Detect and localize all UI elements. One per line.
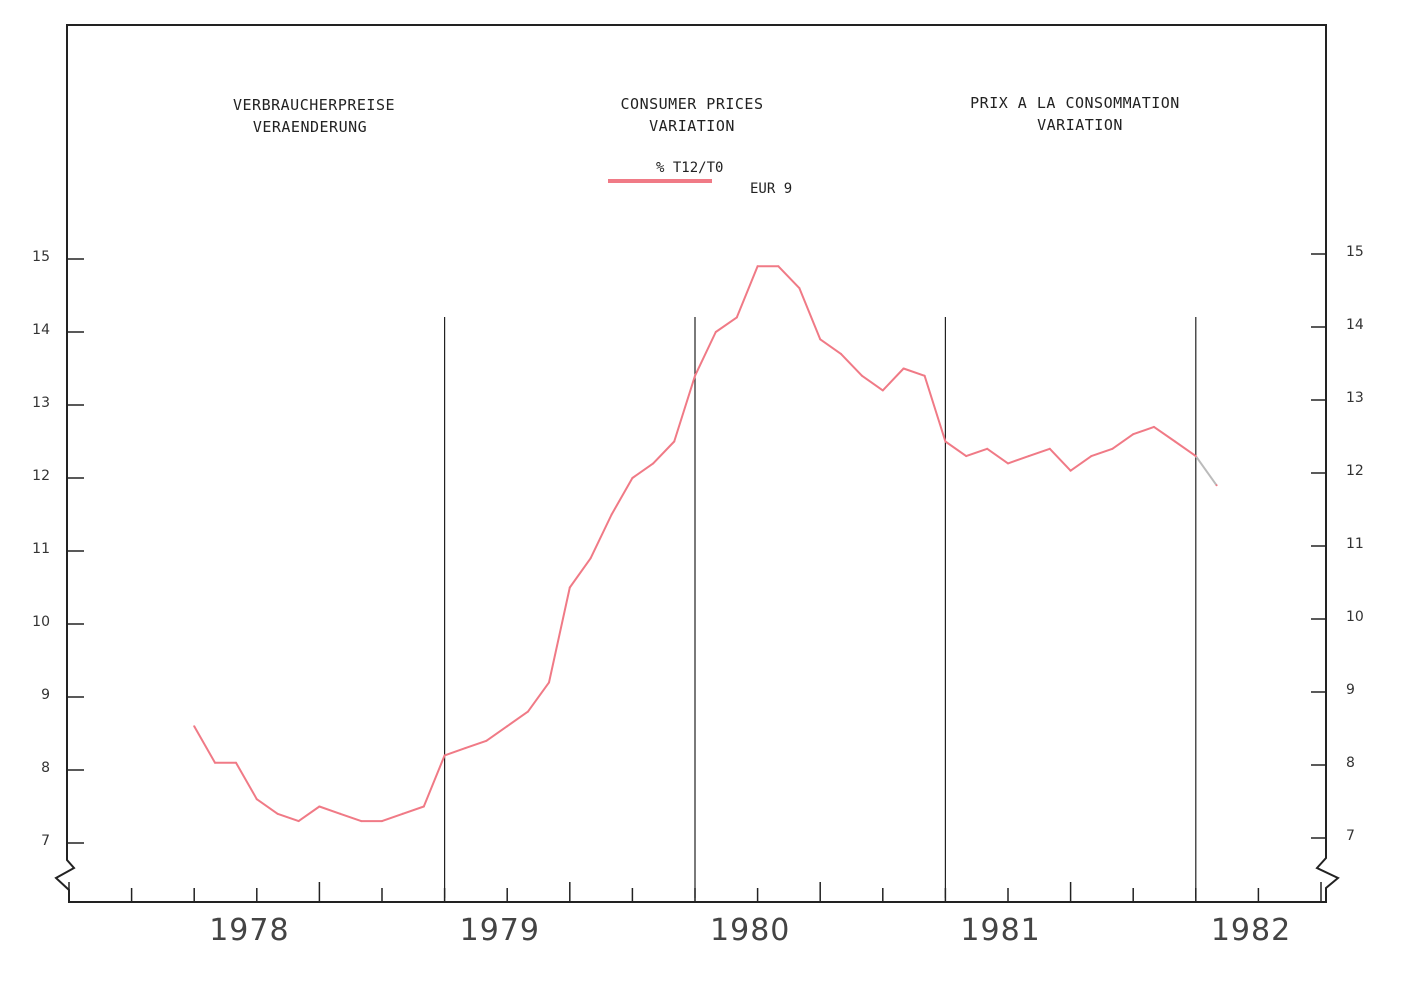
data-point [1194,455,1197,458]
y-tick-label-left: 12 [32,468,50,484]
data-point [756,265,759,268]
data-point [610,513,613,516]
data-point [589,557,592,560]
data-point [631,477,634,479]
data-point [318,805,321,808]
header-english-line2: VARIATION [649,117,735,135]
data-point [694,374,696,377]
data-point [1132,433,1135,436]
data-point [861,374,864,377]
data-point [1069,469,1072,472]
data-point [881,389,884,392]
y-axis-left: 7 8 9 10 11 12 13 14 15 [32,249,84,849]
year-label: 1981 [960,913,1040,948]
header-french-line2: VARIATION [1037,116,1123,134]
y-tick-label-left: 9 [41,687,50,703]
y-tick-label-right: 14 [1346,317,1364,333]
y-tick-label-right: 11 [1346,536,1364,552]
data-point [944,440,947,443]
header-german-line1: VERBRAUCHERPREISE [233,96,395,114]
data-point [548,681,551,684]
y-tick-label-left: 11 [32,541,50,557]
data-point [443,754,446,757]
y-tick-label-right: 8 [1346,755,1355,771]
header-english-line1: CONSUMER PRICES [621,95,764,113]
data-point [381,820,383,823]
data-point [485,739,488,742]
data-point [506,725,509,728]
data-point [464,747,467,750]
data-point [213,761,216,764]
data-point [735,316,738,319]
year-label: 1980 [710,913,790,948]
data-point [339,812,342,815]
data-point [798,287,801,290]
y-axis-right: 7 8 9 10 11 12 13 14 15 [1311,244,1364,844]
data-point [902,367,905,370]
data-point [986,447,989,450]
data-point [568,586,571,589]
chart-frame [54,24,1340,903]
y-tick-label-right: 13 [1346,390,1364,406]
series-layer [193,265,1218,823]
year-dividers [444,317,1197,898]
legend-measure: % T12/T0 [656,160,723,176]
data-point [1215,484,1218,487]
data-point [360,820,363,823]
data-point [1111,447,1114,450]
header-german-line2: VERAENDERUNG [253,118,367,136]
year-label: 1979 [460,913,540,948]
header-french-line1: PRIX A LA CONSOMMATION [970,94,1180,112]
data-point [526,710,529,713]
x-axis: 1978 1979 1980 1981 1982 [68,882,1322,948]
data-point [1174,440,1177,443]
y-tick-label-right: 10 [1346,609,1364,625]
y-tick-label-left: 13 [32,395,50,411]
y-tick-label-right: 7 [1346,828,1355,844]
data-point [1152,425,1155,428]
y-tick-label-left: 8 [41,760,50,776]
data-point [673,440,676,443]
data-point [839,352,842,355]
y-tick-label-right: 15 [1346,244,1364,260]
year-label: 1982 [1211,913,1291,948]
data-point [777,265,780,268]
y-tick-label-right: 12 [1346,463,1364,479]
data-point [276,812,279,815]
y-tick-label-left: 7 [41,833,50,849]
data-point [235,761,238,764]
data-point [965,455,968,458]
data-point [401,812,404,815]
series-line-tail [1194,455,1218,486]
y-tick-label-right: 9 [1346,682,1355,698]
data-point [1090,455,1093,458]
data-point [923,374,926,377]
data-point [819,338,822,341]
y-tick-label-left: 10 [32,614,50,630]
data-point [255,798,258,801]
year-label: 1978 [209,913,289,948]
data-point [193,725,196,728]
data-point [714,331,717,333]
y-tick-label-left: 15 [32,249,50,265]
data-point [1027,455,1030,458]
data-point [297,820,300,823]
y-tick-label-left: 14 [32,322,50,338]
data-point [422,805,425,808]
legend-region: EUR 9 [750,181,792,197]
data-point [652,462,655,465]
data-point [1048,447,1051,450]
data-point [1007,462,1009,465]
